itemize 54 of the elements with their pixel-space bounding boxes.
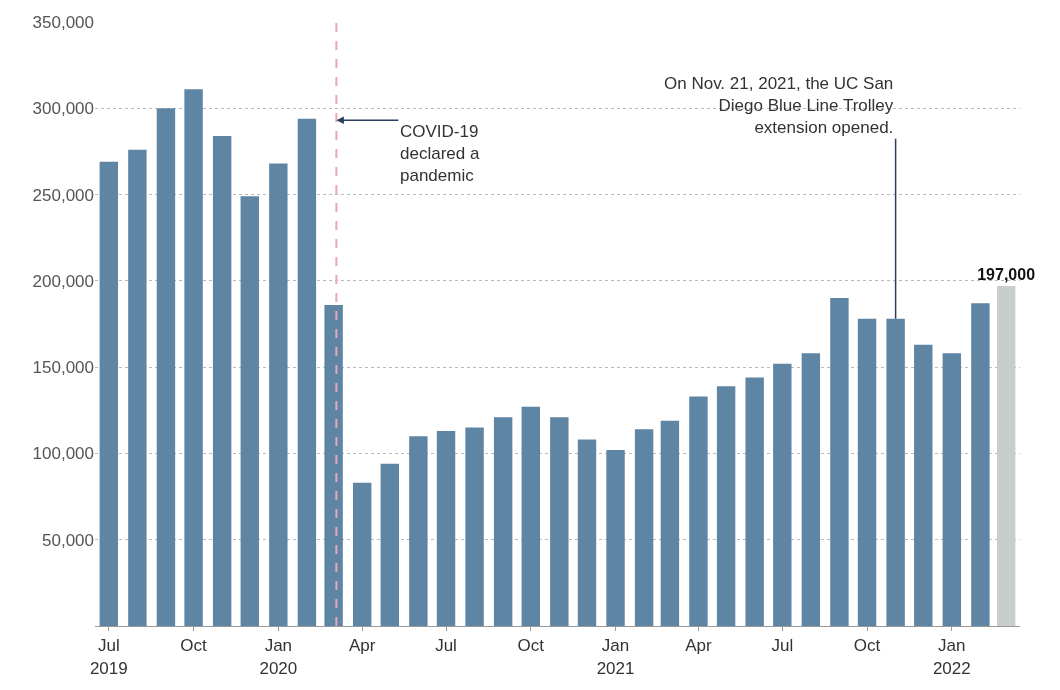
y-tick-label: 200,000 bbox=[32, 271, 94, 291]
bar bbox=[660, 420, 680, 626]
x-tick-label: Jul bbox=[435, 636, 457, 656]
y-tick-label: 250,000 bbox=[32, 185, 94, 205]
y-tick-label: 150,000 bbox=[32, 358, 94, 378]
bar bbox=[801, 353, 821, 626]
x-tick-label: Jul 2019 bbox=[89, 636, 128, 678]
bar bbox=[409, 436, 428, 626]
bar bbox=[352, 482, 372, 626]
y-tick-label: 50,000 bbox=[42, 530, 94, 550]
bar bbox=[577, 439, 597, 626]
bar bbox=[240, 196, 259, 626]
bar bbox=[465, 427, 484, 626]
bar bbox=[886, 318, 905, 626]
annotation: COVID-19 declared a pandemic bbox=[400, 122, 480, 186]
bar bbox=[634, 429, 654, 626]
x-tick-label: Apr bbox=[685, 636, 713, 656]
x-tick-label: Oct bbox=[853, 636, 881, 656]
bar bbox=[212, 135, 232, 626]
bar bbox=[716, 386, 736, 626]
bar bbox=[521, 406, 540, 626]
x-tick-label: Jan 2022 bbox=[932, 636, 971, 678]
annotation: On Nov. 21, 2021, the UC San Diego Blue Line Trolley extension opened. bbox=[664, 74, 894, 138]
bar bbox=[269, 163, 288, 626]
bar bbox=[99, 161, 119, 626]
x-tick-label: Jan 2020 bbox=[259, 636, 298, 678]
y-tick-label: 300,000 bbox=[32, 99, 94, 119]
bar bbox=[493, 417, 513, 626]
bar bbox=[689, 396, 708, 626]
y-tick-label: 350,000 bbox=[32, 12, 94, 32]
bar bbox=[297, 118, 317, 626]
bar bbox=[996, 286, 1016, 626]
bar bbox=[942, 353, 962, 626]
bar bbox=[436, 430, 456, 626]
bar bbox=[128, 149, 147, 626]
bar bbox=[971, 303, 990, 626]
bar bbox=[914, 344, 933, 626]
bar bbox=[184, 89, 203, 626]
x-tick-label: Oct bbox=[517, 636, 545, 656]
bar bbox=[324, 305, 343, 626]
bar bbox=[857, 318, 877, 626]
bar bbox=[156, 108, 176, 626]
bar bbox=[380, 463, 400, 626]
bar bbox=[773, 363, 792, 626]
data-label: 197,000 bbox=[977, 266, 1036, 284]
x-tick-label: Jul bbox=[771, 636, 794, 656]
x-tick-label: Oct bbox=[180, 636, 208, 656]
bar bbox=[745, 377, 764, 626]
y-tick-label: 100,000 bbox=[32, 444, 94, 464]
bar bbox=[606, 449, 625, 626]
x-tick-label: Apr bbox=[348, 636, 376, 656]
bar bbox=[830, 298, 849, 626]
bar bbox=[550, 417, 569, 626]
x-tick-label: Jan 2021 bbox=[596, 636, 635, 678]
